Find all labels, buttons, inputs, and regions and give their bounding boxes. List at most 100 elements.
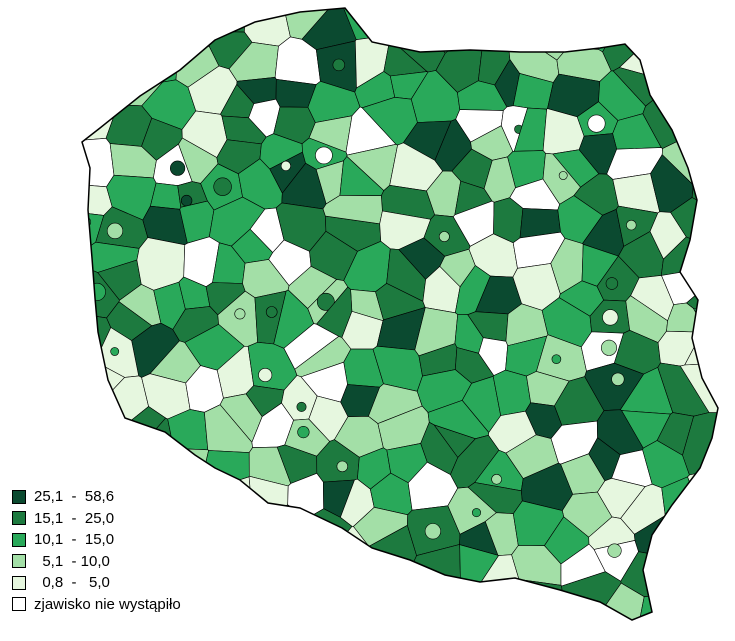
legend-swatch-1 <box>12 511 26 526</box>
legend-swatch-4 <box>12 575 26 590</box>
city-district <box>605 277 619 290</box>
district-region <box>412 8 466 54</box>
city-district <box>607 543 622 558</box>
district-region <box>698 548 718 599</box>
district-region <box>272 532 325 581</box>
district-region <box>209 623 253 641</box>
district-region <box>250 600 296 620</box>
city-district <box>600 339 617 356</box>
district-region <box>383 577 426 620</box>
district-region <box>82 35 112 103</box>
district-region <box>313 621 353 641</box>
city-district <box>424 523 442 540</box>
district-region <box>660 613 704 620</box>
city-district <box>471 508 481 518</box>
district-region <box>679 8 718 38</box>
city-district <box>110 347 120 356</box>
district-region <box>465 617 495 620</box>
legend-item: 5,1 - 10,0 <box>12 551 181 573</box>
district-region <box>82 8 126 34</box>
district-region <box>671 515 711 555</box>
district-region <box>638 9 690 53</box>
city-district <box>106 222 124 239</box>
district-region <box>666 302 707 333</box>
district-region <box>199 450 250 492</box>
city-district <box>700 74 718 92</box>
district-region <box>178 487 217 525</box>
district-region <box>689 221 718 279</box>
district-region <box>381 560 420 599</box>
city-district <box>316 292 335 311</box>
district-region <box>82 426 133 472</box>
district-region <box>283 323 340 370</box>
city-district <box>679 501 693 514</box>
district-region <box>223 494 264 542</box>
district-region <box>654 54 691 99</box>
district-region <box>175 586 213 616</box>
city-district <box>558 171 568 180</box>
district-region <box>559 614 603 620</box>
legend-label: 5,1 - 10,0 <box>34 552 110 570</box>
district-region <box>511 579 564 618</box>
district-region <box>579 8 624 53</box>
city-district <box>706 180 718 198</box>
district-region <box>118 31 155 67</box>
legend-label: 0,8 - 5,0 <box>34 574 110 592</box>
district-region <box>196 8 246 33</box>
district-region <box>210 576 242 620</box>
district-region <box>448 8 503 41</box>
legend-item: 25,1 - 58,6 <box>12 486 181 508</box>
legend-swatch-3 <box>12 554 26 569</box>
district-region <box>291 571 342 620</box>
city-district <box>626 219 637 231</box>
legend-item: 0,8 - 5,0 <box>12 572 181 594</box>
legend-label: 25,1 - 58,6 <box>34 488 115 506</box>
district-region <box>60 630 102 641</box>
district-region <box>636 595 676 620</box>
city-district <box>265 306 278 318</box>
legend-swatch-2 <box>12 532 26 547</box>
district-region <box>140 616 186 620</box>
district-region <box>691 164 718 222</box>
district-region <box>235 584 275 620</box>
city-district <box>113 638 123 641</box>
legend-label: zjawisko nie wystąpiło <box>34 595 181 613</box>
district-region <box>517 614 566 620</box>
city-district <box>170 160 186 176</box>
city-district <box>102 442 116 456</box>
legend-label: 15,1 - 25,0 <box>34 509 115 527</box>
city-district <box>239 554 258 573</box>
district-region <box>176 613 228 620</box>
district-region <box>694 145 718 179</box>
city-district <box>602 309 619 326</box>
district-region <box>492 622 521 641</box>
district-region <box>118 8 157 37</box>
legend-item: zjawisko nie wystąpiło <box>12 594 181 616</box>
city-district <box>258 367 273 382</box>
district-region <box>322 195 383 225</box>
city-district <box>587 114 606 133</box>
district-region <box>99 613 141 620</box>
district-region <box>131 452 175 488</box>
district-region <box>492 8 548 49</box>
city-district <box>379 8 396 18</box>
district-region <box>82 29 130 73</box>
district-region <box>375 8 420 40</box>
district-region <box>269 504 309 544</box>
city-district <box>213 177 232 196</box>
city-district <box>551 354 562 365</box>
district-region <box>432 612 469 620</box>
district-region <box>150 182 182 210</box>
district-region <box>701 607 718 620</box>
district-region <box>505 434 559 479</box>
city-district <box>332 58 345 72</box>
city-district <box>296 401 307 412</box>
district-region <box>357 558 397 596</box>
city-district <box>280 160 292 171</box>
district-region <box>172 8 212 53</box>
district-region <box>687 472 718 522</box>
city-district <box>491 473 502 485</box>
legend-swatch-5 <box>12 597 26 612</box>
district-region <box>693 304 718 336</box>
